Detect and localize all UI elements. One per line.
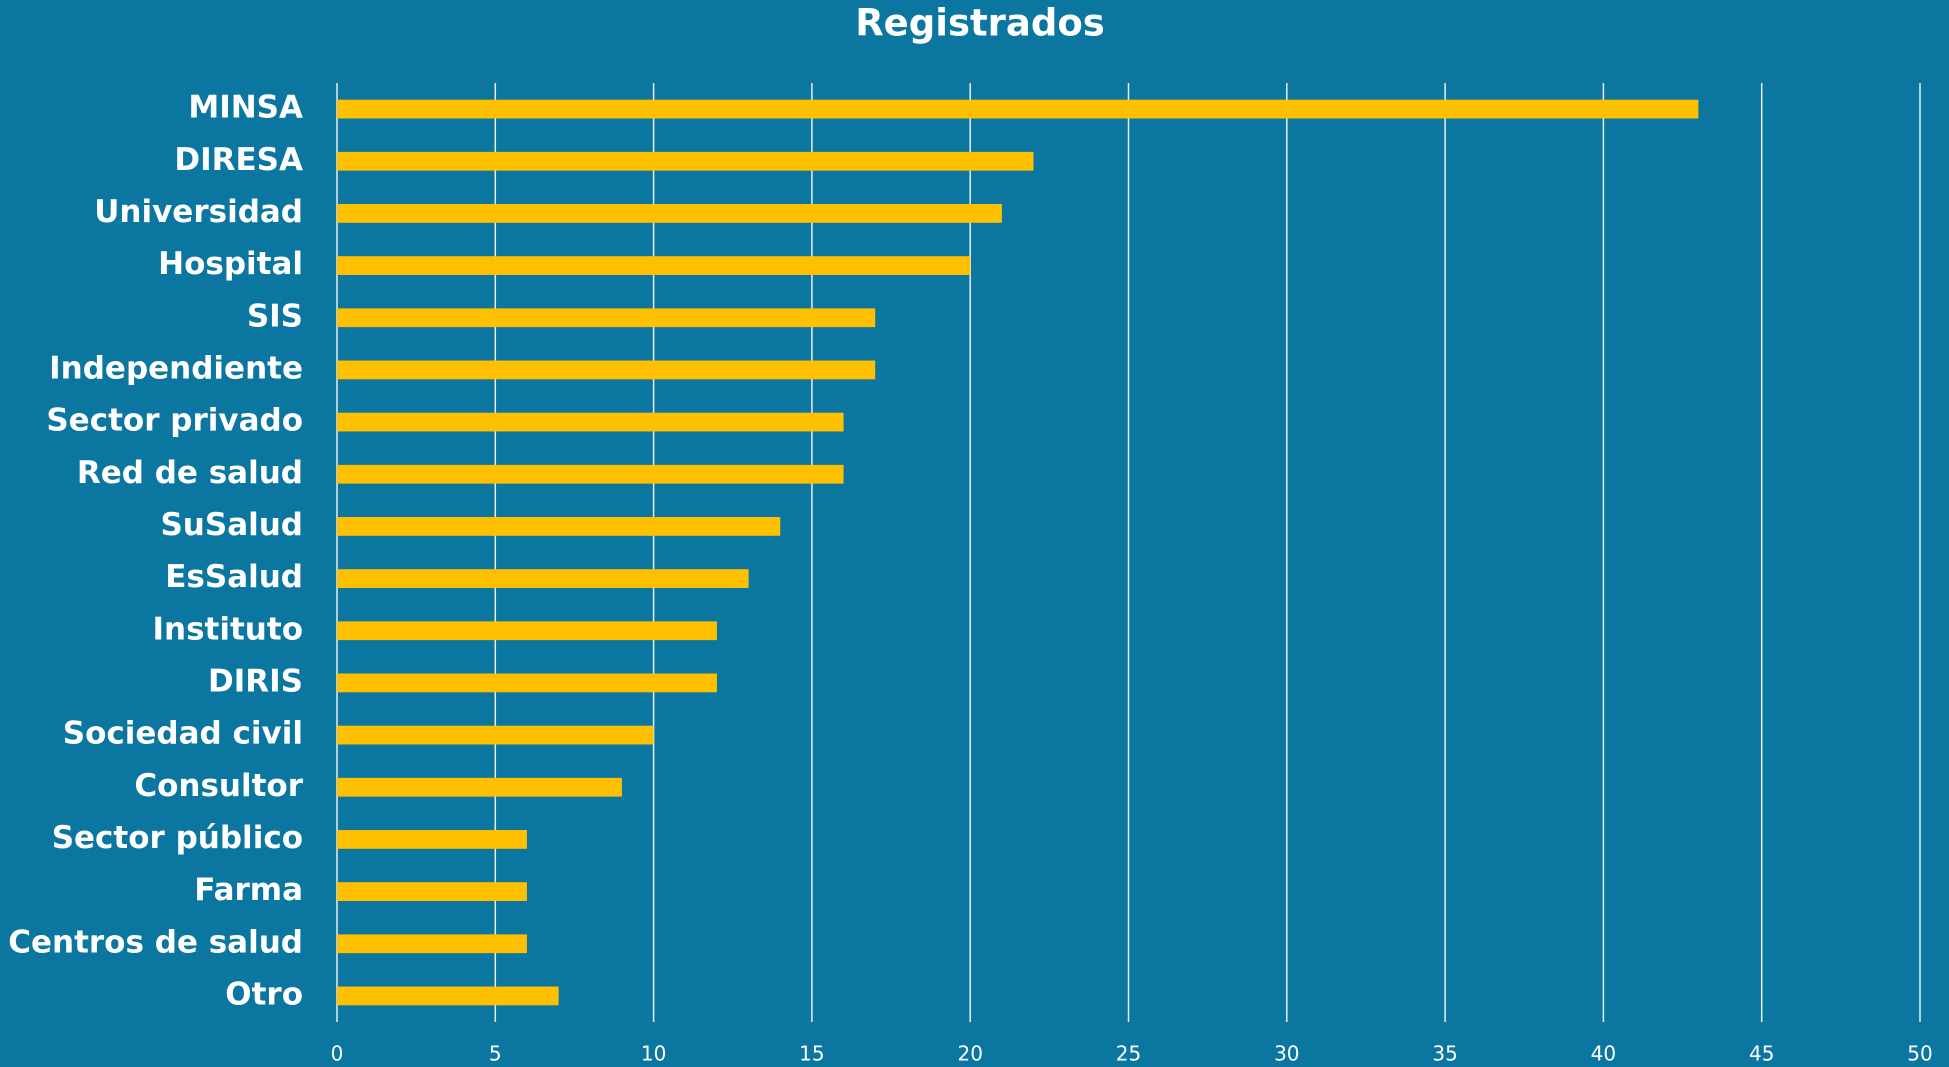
y-tick-label: Sociedad civil xyxy=(63,716,303,752)
y-tick-label: SIS xyxy=(247,298,303,334)
bar xyxy=(337,308,876,328)
y-tick-label: EsSalud xyxy=(165,559,303,595)
y-tick-label: SuSalud xyxy=(160,507,303,543)
y-tick-label: Independiente xyxy=(49,350,303,386)
x-tick-label: 10 xyxy=(641,1042,666,1066)
bar xyxy=(337,569,749,588)
x-tick-label: 15 xyxy=(799,1042,824,1066)
x-tick-label: 25 xyxy=(1116,1042,1141,1066)
bar xyxy=(337,360,876,380)
x-tick-label: 40 xyxy=(1591,1042,1616,1066)
y-tick-label: DIRESA xyxy=(174,142,303,178)
y-tick-label: Centros de salud xyxy=(8,924,303,960)
x-tick-label: 0 xyxy=(331,1042,344,1066)
bar xyxy=(337,99,1699,119)
x-tick-label: 45 xyxy=(1749,1042,1774,1066)
y-tick-label: Sector público xyxy=(52,820,303,856)
x-tick-label: 30 xyxy=(1274,1042,1299,1066)
bar xyxy=(337,986,559,1006)
bar xyxy=(337,151,1034,171)
bar xyxy=(337,673,717,693)
y-tick-label: Instituto xyxy=(152,611,303,647)
x-tick-label: 20 xyxy=(957,1042,982,1066)
y-tick-label: Universidad xyxy=(94,194,303,230)
bar xyxy=(337,517,781,536)
chart-title: Registrados xyxy=(855,2,1105,45)
bar xyxy=(337,621,717,641)
bar xyxy=(337,204,1002,223)
y-tick-label: Consultor xyxy=(134,768,303,804)
bar xyxy=(337,934,527,954)
bar xyxy=(337,882,527,901)
bar xyxy=(337,777,622,797)
x-tick-label: 50 xyxy=(1907,1042,1932,1066)
x-tick-label: 35 xyxy=(1432,1042,1457,1066)
bar xyxy=(337,412,844,432)
bar xyxy=(337,464,844,484)
y-tick-label: Sector privado xyxy=(46,403,303,439)
y-tick-label: Farma xyxy=(194,872,303,908)
bar xyxy=(337,725,654,745)
bar xyxy=(337,256,971,275)
y-tick-label: DIRIS xyxy=(208,663,303,699)
y-tick-label: Hospital xyxy=(158,246,303,282)
bar xyxy=(337,830,527,849)
y-tick-label: MINSA xyxy=(188,90,303,126)
y-tick-label: Otro xyxy=(225,976,303,1012)
x-tick-label: 5 xyxy=(489,1042,502,1066)
y-tick-label: Red de salud xyxy=(77,455,303,491)
